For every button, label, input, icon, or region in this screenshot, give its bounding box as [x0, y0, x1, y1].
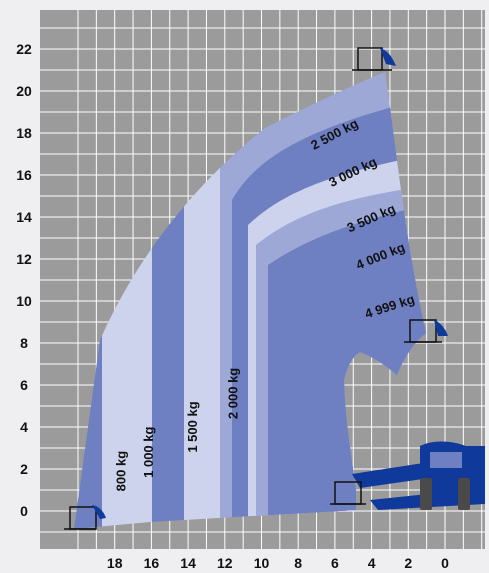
y-tick-label: 18	[16, 125, 32, 141]
y-tick-label: 2	[20, 461, 28, 477]
y-axis-ticks: 0 2 4 6 8 10 12 14 16 18 20 22	[16, 41, 32, 519]
telehandler-icon	[352, 441, 485, 510]
y-tick-label: 22	[16, 41, 32, 57]
x-tick-label: 14	[180, 555, 196, 571]
y-tick-label: 8	[20, 335, 28, 351]
y-tick-label: 10	[16, 293, 32, 309]
fork-icon-bottom-right	[330, 481, 366, 505]
wheel-front-icon	[420, 478, 432, 510]
x-tick-label: 18	[107, 555, 123, 571]
x-tick-label: 0	[441, 555, 449, 571]
cab-window	[430, 452, 462, 468]
y-tick-label: 0	[20, 503, 28, 519]
zone-label: 1 500 kg	[185, 401, 200, 452]
zone-label: 2 000 kg	[225, 368, 240, 419]
x-tick-label: 8	[294, 555, 302, 571]
x-tick-label: 6	[331, 555, 339, 571]
y-tick-label: 20	[16, 83, 32, 99]
x-tick-label: 10	[254, 555, 270, 571]
x-tick-label: 2	[404, 555, 412, 571]
fork-icon-top	[352, 47, 396, 71]
x-tick-label: 16	[144, 555, 160, 571]
x-axis-ticks: 18 16 14 12 10 8 6 4 2 0	[107, 555, 449, 571]
y-tick-label: 6	[20, 377, 28, 393]
y-tick-label: 12	[16, 251, 32, 267]
x-tick-label: 4	[368, 555, 376, 571]
y-tick-label: 16	[16, 167, 32, 183]
fork-icon-bottom-left	[64, 505, 106, 530]
x-tick-label: 12	[217, 555, 233, 571]
y-tick-label: 14	[16, 209, 32, 225]
y-tick-label: 4	[20, 419, 28, 435]
zone-label: 800 kg	[113, 451, 128, 492]
x-axis-strip	[40, 549, 489, 573]
fork-icon-right	[404, 319, 448, 343]
zone-label: 1 000 kg	[141, 426, 156, 477]
wheel-rear-icon	[458, 478, 470, 510]
